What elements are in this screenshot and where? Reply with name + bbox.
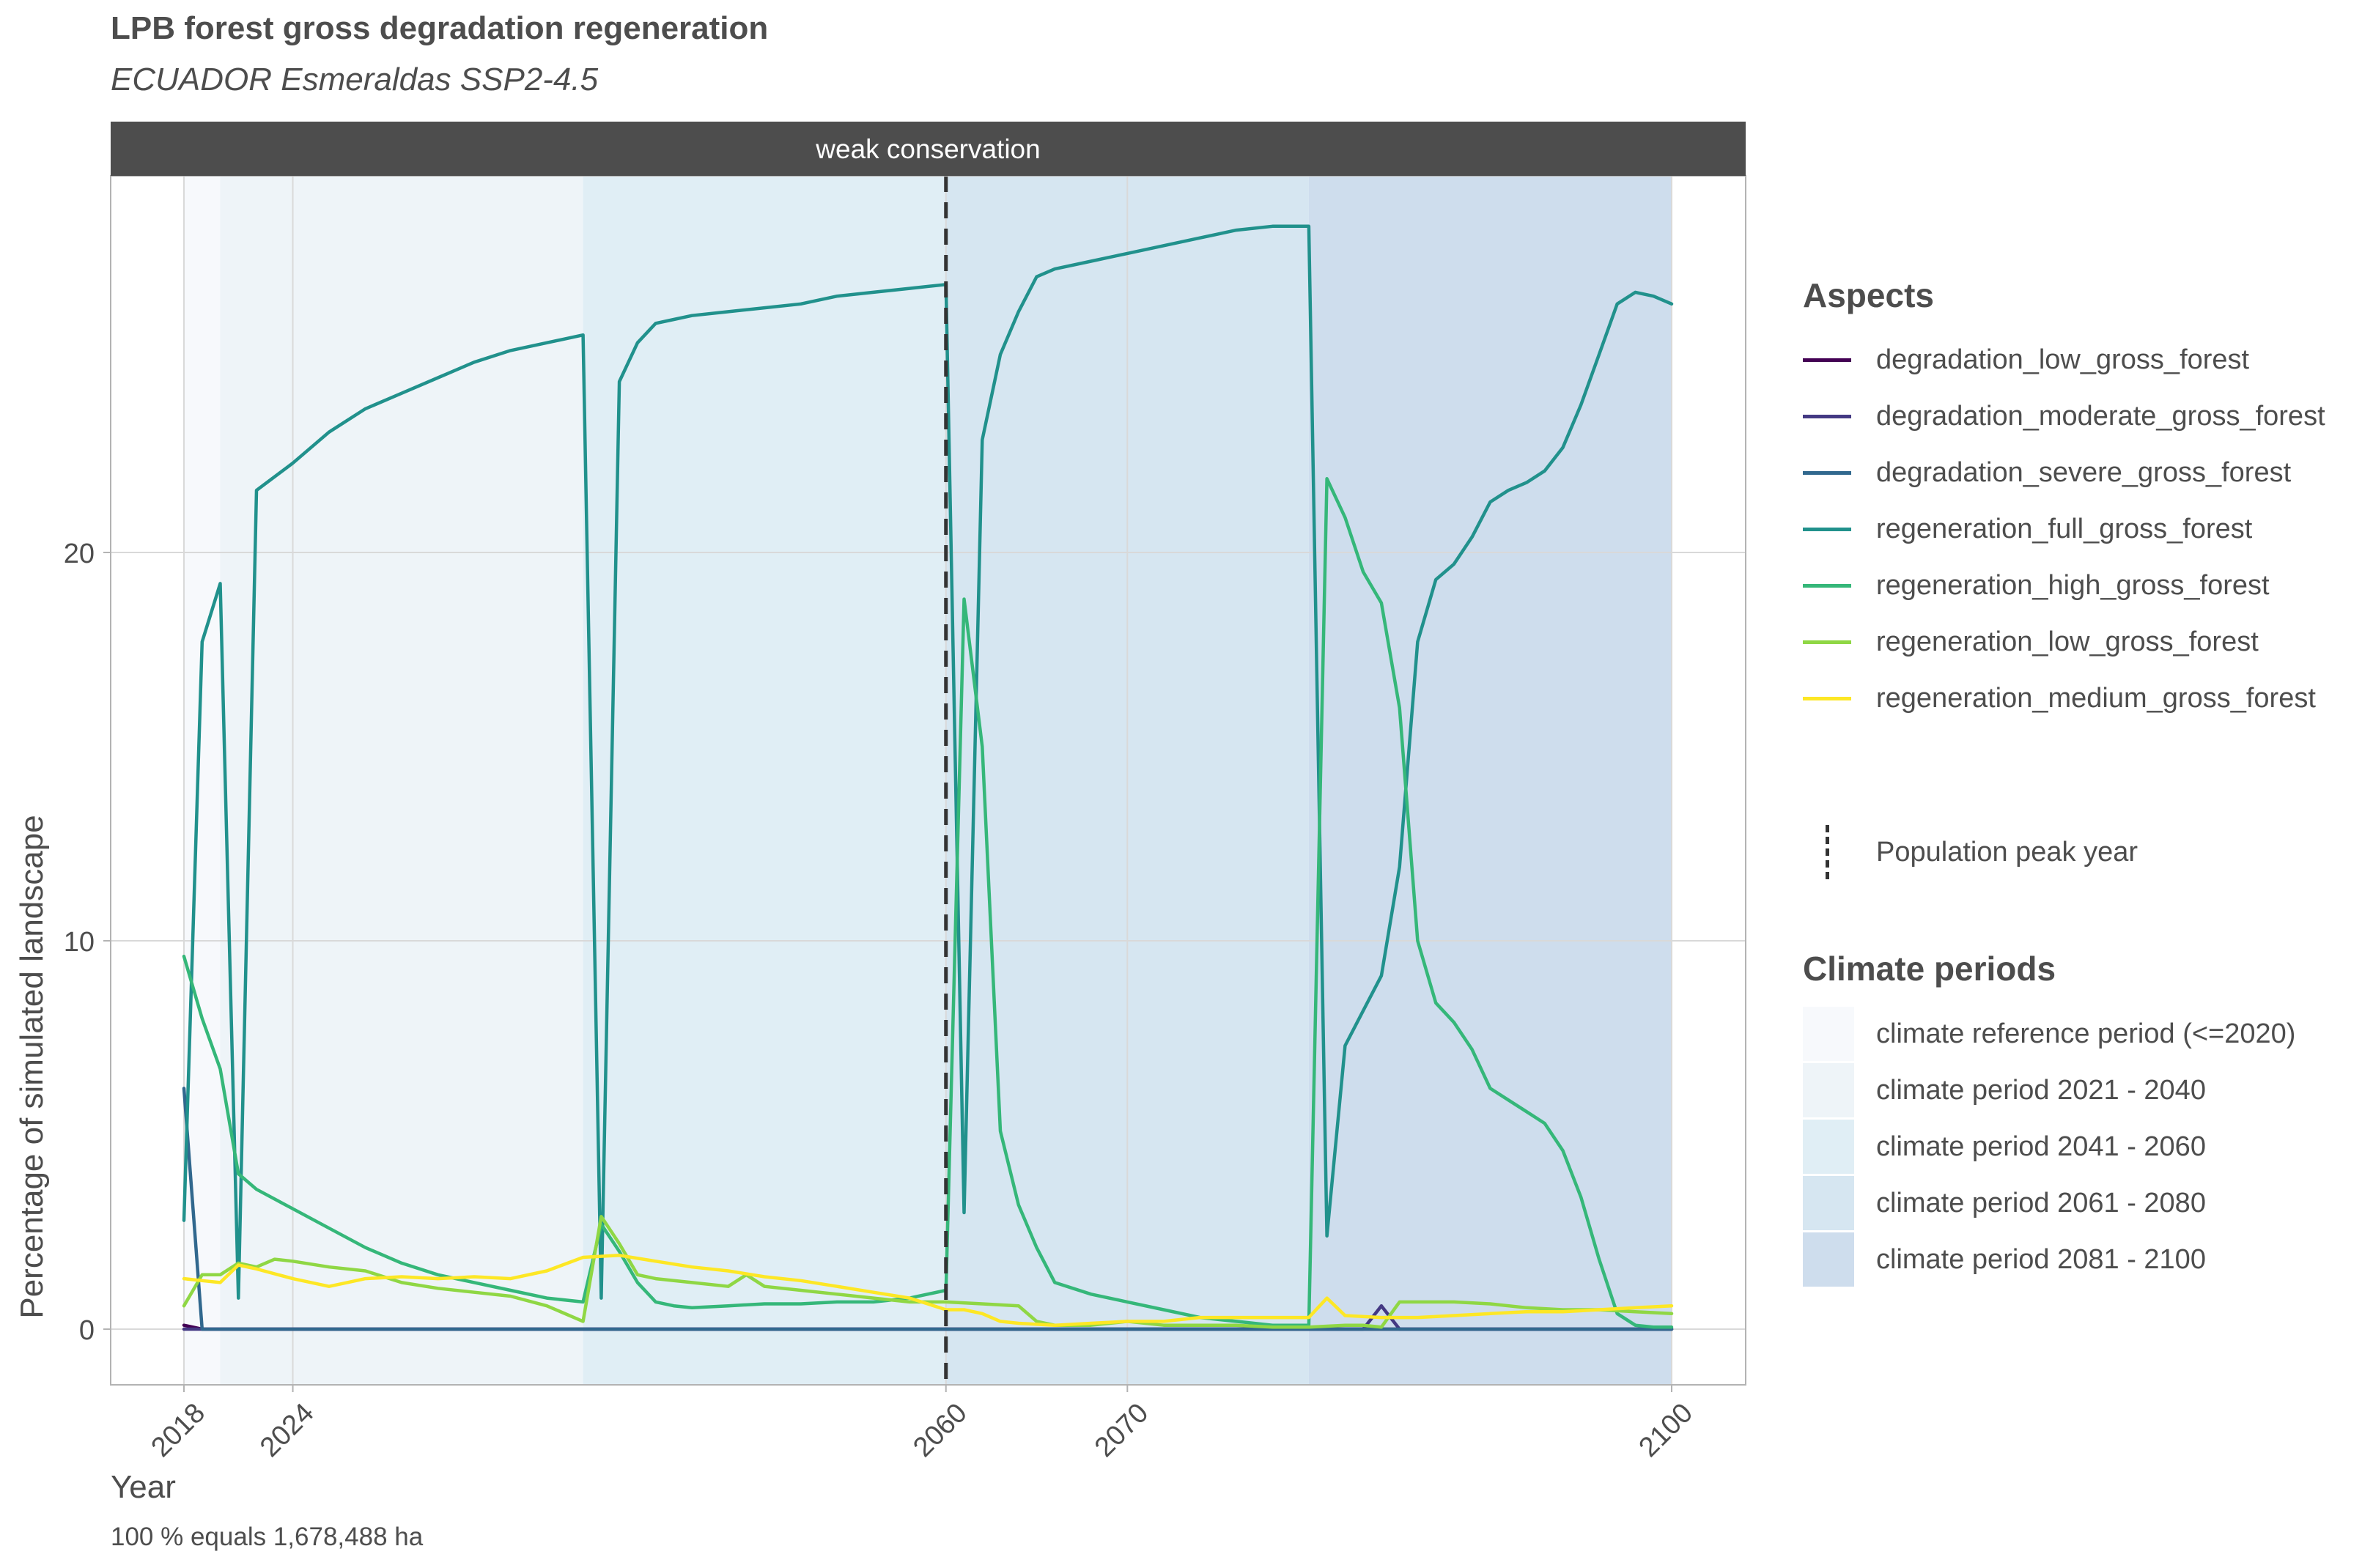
caption: 100 % equals 1,678,488 ha: [111, 1523, 424, 1551]
legend-swatch: [1803, 1120, 1854, 1174]
facet-strip: [111, 122, 1746, 176]
x-tick-label: 2100: [1634, 1397, 1699, 1462]
chart-subtitle: ECUADOR Esmeraldas SSP2-4.5: [111, 62, 599, 97]
x-tick-label: 2024: [254, 1397, 320, 1462]
legend-key-line: [1803, 358, 1851, 362]
legend-label: climate period 2021 - 2040: [1876, 1074, 2206, 1106]
legend-label: degradation_moderate_gross_forest: [1876, 400, 2325, 432]
legend-item: regeneration_full_gross_forest: [1803, 505, 2252, 553]
legend-key-line: [1803, 414, 1851, 418]
legend-label: regeneration_low_gross_forest: [1876, 626, 2259, 657]
legend-swatch: [1803, 1063, 1854, 1117]
y-tick-label: 0: [79, 1315, 95, 1346]
series-line: [182, 1254, 1674, 1327]
legend-item: climate period 2041 - 2060: [1803, 1120, 2206, 1174]
legend-key-line: [1803, 696, 1851, 700]
y-axis-title: Percentage of simulated landscape: [14, 815, 50, 1318]
legend-aspects-title: Aspects: [1803, 276, 1934, 314]
legend-swatch: [1803, 1232, 1854, 1287]
climate-period-band: [184, 176, 221, 1385]
series-line: [182, 1215, 1674, 1329]
series-line: [182, 224, 1674, 1300]
legend-item: regeneration_medium_gross_forest: [1803, 674, 2316, 722]
legend-item: regeneration_low_gross_forest: [1803, 618, 2259, 666]
climate-period-band: [583, 176, 946, 1385]
legend-item: climate period 2081 - 2100: [1803, 1232, 2206, 1287]
y-tick-label: 10: [64, 927, 95, 958]
legend-item: regeneration_high_gross_forest: [1803, 561, 2270, 610]
legend-climate-title: Climate periods: [1803, 950, 2056, 988]
legend-label: climate period 2041 - 2060: [1876, 1131, 2206, 1162]
legend-label: regeneration_full_gross_forest: [1876, 513, 2253, 544]
legend-swatch: [1803, 1007, 1854, 1061]
y-tick-label: 20: [64, 539, 95, 569]
legend-key-dashed-line: [1803, 825, 1851, 879]
x-tick-label: 2060: [907, 1397, 973, 1462]
legend-item: degradation_moderate_gross_forest: [1803, 392, 2325, 440]
series-line: [182, 1087, 1674, 1331]
legend-label: climate reference period (<=2020): [1876, 1018, 2296, 1049]
x-tick-label: 2070: [1089, 1397, 1154, 1462]
legend-item: climate period 2061 - 2080: [1803, 1176, 2206, 1230]
legend-key-line: [1803, 640, 1851, 644]
legend-item: degradation_severe_gross_forest: [1803, 448, 2291, 497]
climate-period-band: [1308, 176, 1672, 1385]
legend-key-line: [1803, 527, 1851, 531]
climate-period-band: [220, 176, 583, 1385]
legend-key-line: [1803, 583, 1851, 588]
series-line: [182, 477, 1674, 1329]
legend-key-line: [1803, 470, 1851, 475]
legend-item: climate reference period (<=2020): [1803, 1007, 2295, 1061]
facet-strip-label: weak conservation: [815, 134, 1040, 164]
legend-label: Population peak year: [1876, 836, 2138, 868]
x-axis-title: Year: [111, 1469, 176, 1505]
legend-label: degradation_low_gross_forest: [1876, 344, 2250, 375]
legend-item-population-peak: Population peak year: [1803, 825, 2138, 879]
legend-label: climate period 2081 - 2100: [1876, 1243, 2206, 1275]
x-tick-label: 2018: [146, 1397, 211, 1462]
chart-title: LPB forest gross degradation regeneratio…: [111, 10, 769, 46]
legend-swatch: [1803, 1176, 1854, 1230]
legend-label: degradation_severe_gross_forest: [1876, 456, 2292, 488]
legend-label: regeneration_high_gross_forest: [1876, 569, 2270, 601]
legend-label: regeneration_medium_gross_forest: [1876, 682, 2316, 714]
legend-label: climate period 2061 - 2080: [1876, 1187, 2206, 1218]
legend-item: degradation_low_gross_forest: [1803, 336, 2249, 384]
legend-item: climate period 2021 - 2040: [1803, 1063, 2206, 1117]
